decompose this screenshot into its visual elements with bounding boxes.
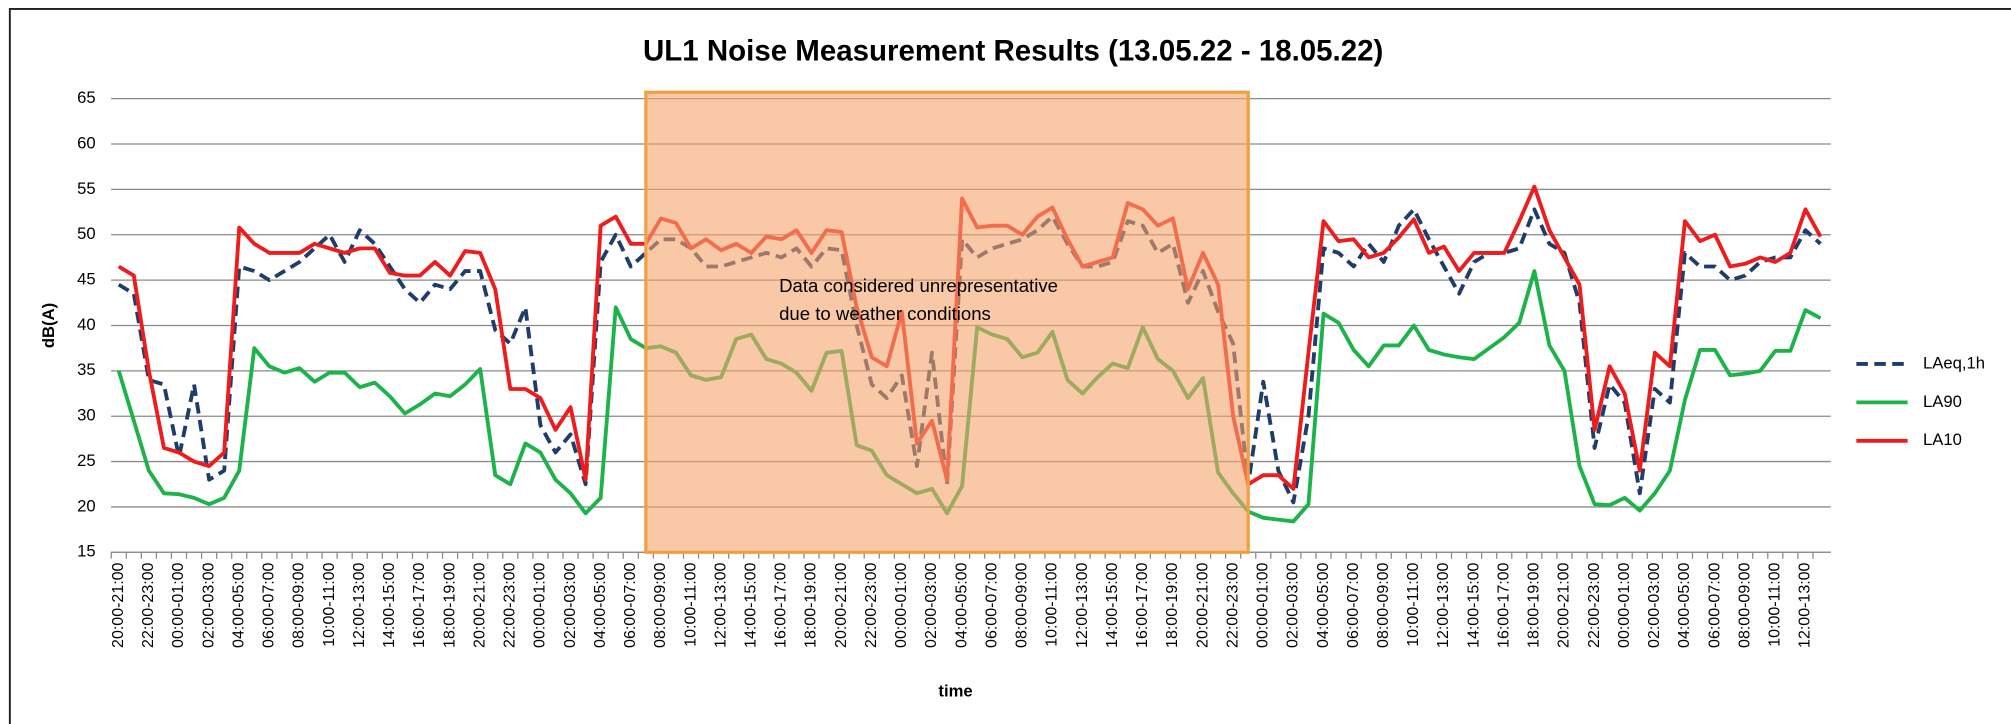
x-tick-label: 20:00-21:00 [110,562,127,648]
x-tick-label: 12:00-13:00 [1435,562,1452,648]
x-tick-label: 16:00-17:00 [1134,562,1151,648]
x-tick-label: 14:00-15:00 [1465,562,1482,648]
y-tick-label: 25 [77,451,96,470]
x-tick-label: 08:00-09:00 [652,562,669,648]
x-tick-label: 00:00-01:00 [893,562,910,648]
y-tick-label: 35 [77,360,96,379]
x-tick-label: 12:00-13:00 [1797,562,1814,648]
x-tick-label: 06:00-07:00 [1706,562,1723,648]
y-tick-label: 65 [77,88,96,107]
x-tick-label: 14:00-15:00 [381,562,398,648]
x-axis-label: time [938,681,972,700]
y-tick-label: 40 [77,315,96,334]
y-tick-label: 55 [77,179,96,198]
x-tick-label: 02:00-03:00 [923,562,940,648]
x-tick-label: 14:00-15:00 [1104,562,1121,648]
x-tick-label: 18:00-19:00 [803,562,820,648]
y-axis-label: dB(A) [39,303,58,348]
x-tick-label: 10:00-11:00 [321,562,338,646]
x-tick-label: 20:00-21:00 [1556,562,1573,648]
annotation-region [644,90,1250,554]
x-tick-label: 22:00-23:00 [1586,562,1603,648]
annotation-text: Data considered unrepresentative [779,275,1058,296]
x-tick-label: 12:00-13:00 [712,562,729,648]
x-tick-label: 02:00-03:00 [1285,562,1302,648]
x-tick-label: 10:00-11:00 [1405,562,1422,646]
x-tick-label: 08:00-09:00 [1736,562,1753,648]
x-tick-label: 06:00-07:00 [622,562,639,648]
x-tick-label: 06:00-07:00 [1345,562,1362,648]
x-tick-label: 16:00-17:00 [1495,562,1512,648]
x-tick-label: 18:00-19:00 [1526,562,1543,648]
x-tick-label: 10:00-11:00 [1044,562,1061,646]
x-tick-label: 02:00-03:00 [562,562,579,648]
x-tick-label: 22:00-23:00 [502,562,519,648]
x-tick-label: 00:00-01:00 [532,562,549,648]
x-tick-label: 00:00-01:00 [170,562,187,648]
x-tick-label: 06:00-07:00 [983,562,1000,648]
x-tick-label: 22:00-23:00 [863,562,880,648]
y-tick-label: 45 [77,270,96,289]
x-tick-label: 22:00-23:00 [140,562,157,648]
x-tick-label: 18:00-19:00 [1164,562,1181,648]
x-tick-label: 20:00-21:00 [1194,562,1211,648]
y-tick-label: 50 [77,224,96,243]
x-tick-label: 00:00-01:00 [1616,562,1633,648]
x-tick-label: 20:00-21:00 [833,562,850,648]
x-tick-label: 04:00-05:00 [1676,562,1693,648]
x-tick-label: 00:00-01:00 [1255,562,1272,648]
y-tick-label: 15 [77,542,96,561]
x-tick-label: 04:00-05:00 [953,562,970,648]
legend-label: LA90 [1923,392,1962,411]
x-tick-label: 10:00-11:00 [682,562,699,646]
annotation-text: due to weather conditions [779,303,991,324]
legend-label: LA10 [1923,430,1962,449]
x-tick-label: 20:00-21:00 [471,562,488,648]
x-tick-label: 04:00-05:00 [230,562,247,648]
x-tick-label: 14:00-15:00 [742,562,759,648]
x-tick-label: 12:00-13:00 [351,562,368,648]
x-tick-label: 18:00-19:00 [441,562,458,648]
x-tick-label: 02:00-03:00 [200,562,217,648]
y-tick-label: 60 [77,133,96,152]
x-tick-label: 16:00-17:00 [773,562,790,648]
x-tick-label: 04:00-05:00 [1315,562,1332,648]
x-tick-label: 08:00-09:00 [291,562,308,648]
x-tick-label: 08:00-09:00 [1375,562,1392,648]
x-tick-label: 10:00-11:00 [1767,562,1784,646]
x-tick-label: 06:00-07:00 [261,562,278,648]
legend-label: LAeq,1h [1923,353,1985,372]
x-tick-label: 12:00-13:00 [1074,562,1091,648]
x-tick-label: 02:00-03:00 [1646,562,1663,648]
y-tick-label: 20 [77,496,96,515]
x-tick-label: 04:00-05:00 [592,562,609,648]
chart-title: UL1 Noise Measurement Results (13.05.22 … [643,34,1383,67]
x-tick-label: 22:00-23:00 [1224,562,1241,648]
y-tick-label: 30 [77,406,96,425]
x-tick-label: 08:00-09:00 [1014,562,1031,648]
x-tick-label: 16:00-17:00 [411,562,428,648]
